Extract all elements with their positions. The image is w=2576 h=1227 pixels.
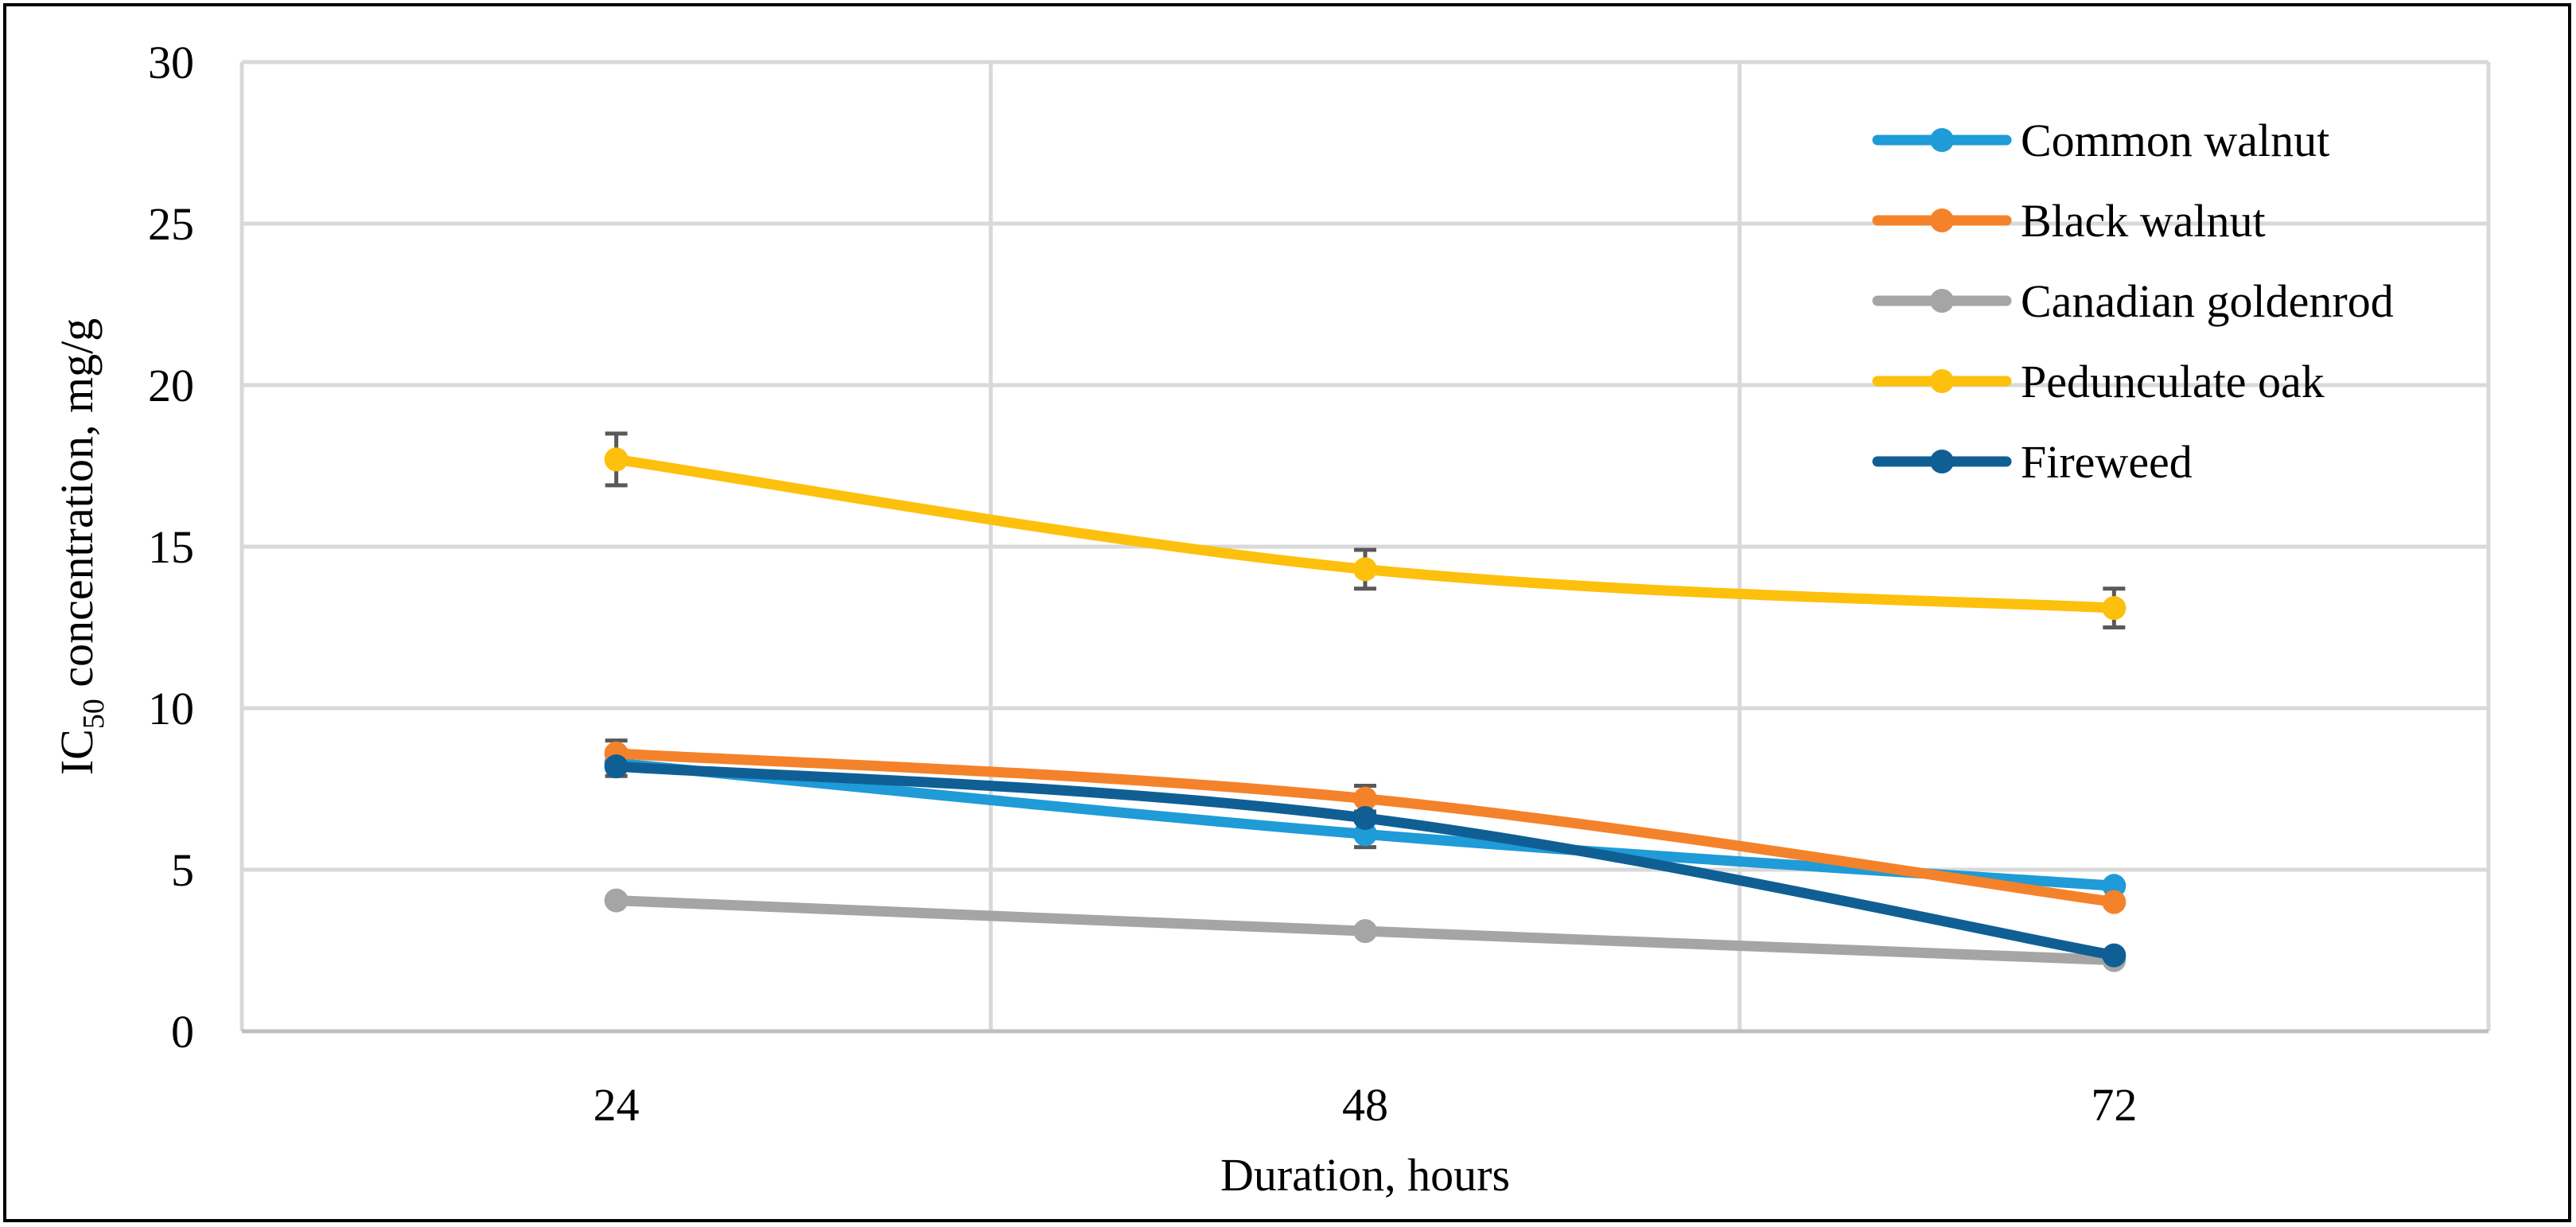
y-tick-label: 30 xyxy=(148,37,194,88)
data-point xyxy=(1353,786,1377,811)
x-tick-label: 24 xyxy=(593,1079,640,1131)
legend-marker xyxy=(1930,128,1954,152)
legend-marker xyxy=(1930,208,1954,232)
axes: 0 5 10 15 20 25 30 24 48 72 xyxy=(148,37,2488,1131)
y-axis-title-subscript: 50 xyxy=(77,699,111,729)
y-tick-label: 10 xyxy=(148,683,194,734)
chart-figure: 0 5 10 15 20 25 30 24 48 72 Common walnut Black wa… xyxy=(3,3,2571,1222)
line-chart: 0 5 10 15 20 25 30 24 48 72 Common walnut Black wa… xyxy=(51,37,2491,1201)
y-tick-label: 0 xyxy=(171,1006,194,1058)
y-axis-title-rest: concentration, mg/g xyxy=(51,318,103,699)
data-series xyxy=(604,431,2127,972)
legend: Common walnut Black walnut Canadian golden… xyxy=(1872,115,2394,488)
y-tick-label: 20 xyxy=(148,360,194,411)
series-fireweed xyxy=(604,754,2127,968)
legend-label: Pedunculate oak xyxy=(2021,356,2325,407)
legend-entry: Common walnut xyxy=(1872,115,2329,166)
y-axis-title: IC50 concentration, mg/g xyxy=(51,318,111,775)
data-point xyxy=(604,888,628,913)
data-point xyxy=(2102,943,2127,968)
legend-label: Black walnut xyxy=(2021,195,2266,247)
data-point xyxy=(1353,806,1377,831)
y-tick-label: 15 xyxy=(148,521,194,573)
data-point xyxy=(604,754,628,779)
data-point xyxy=(1353,557,1377,582)
legend-marker xyxy=(1930,369,1954,393)
legend-entry: Fireweed xyxy=(1872,436,2193,488)
y-tick-label: 25 xyxy=(148,198,194,250)
legend-entry: Pedunculate oak xyxy=(1872,356,2325,407)
legend-entry: Canadian goldenrod xyxy=(1872,275,2394,327)
x-axis-title: Duration, hours xyxy=(1220,1149,1510,1201)
x-tick-label: 72 xyxy=(2091,1079,2137,1131)
legend-label: Fireweed xyxy=(2021,436,2193,488)
legend-marker xyxy=(1930,289,1954,313)
x-tick-label: 48 xyxy=(1342,1079,1388,1131)
y-axis-title-main: IC xyxy=(51,729,103,775)
series-pedunculate-oak xyxy=(604,431,2127,629)
data-point xyxy=(1353,919,1377,944)
legend-label: Common walnut xyxy=(2021,115,2329,166)
data-point xyxy=(2102,890,2127,914)
legend-label: Canadian goldenrod xyxy=(2021,275,2394,327)
legend-entry: Black walnut xyxy=(1872,195,2266,247)
data-point xyxy=(604,447,628,472)
y-tick-label: 5 xyxy=(171,844,194,896)
gridlines xyxy=(239,60,2491,1031)
legend-marker xyxy=(1930,450,1954,473)
series-canadian-goldenrod xyxy=(604,888,2127,972)
data-point xyxy=(2102,596,2127,621)
